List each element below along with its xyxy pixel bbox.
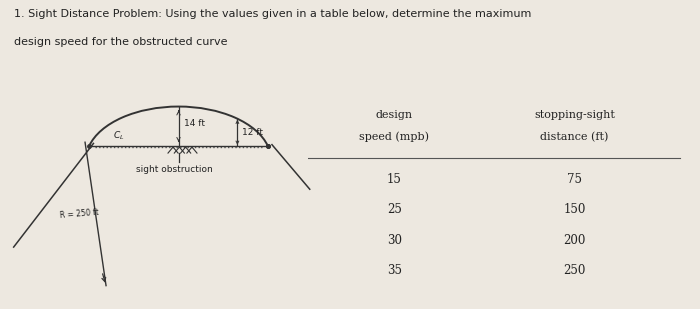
Text: 14 ft: 14 ft [183, 119, 204, 128]
Text: 12 ft: 12 ft [242, 128, 263, 137]
Text: design speed for the obstructed curve: design speed for the obstructed curve [14, 37, 228, 47]
Text: distance (ft): distance (ft) [540, 132, 609, 142]
Text: stopping-sight: stopping-sight [534, 110, 615, 120]
Text: 15: 15 [387, 173, 402, 186]
Text: 150: 150 [564, 204, 586, 217]
Text: 250: 250 [564, 264, 586, 277]
Text: 25: 25 [387, 204, 402, 217]
Text: speed (mpb): speed (mpb) [359, 132, 429, 142]
Text: 200: 200 [564, 234, 586, 247]
Text: 75: 75 [567, 173, 582, 186]
Text: design: design [376, 110, 413, 120]
Text: 30: 30 [386, 234, 402, 247]
Text: 35: 35 [386, 264, 402, 277]
Text: R = 250 ft: R = 250 ft [60, 208, 99, 220]
Text: 1. Sight Distance Problem: Using the values given in a table below, determine th: 1. Sight Distance Problem: Using the val… [14, 9, 531, 19]
Text: sight obstruction: sight obstruction [136, 165, 213, 174]
Text: $\mathit{C_L}$: $\mathit{C_L}$ [113, 129, 124, 142]
